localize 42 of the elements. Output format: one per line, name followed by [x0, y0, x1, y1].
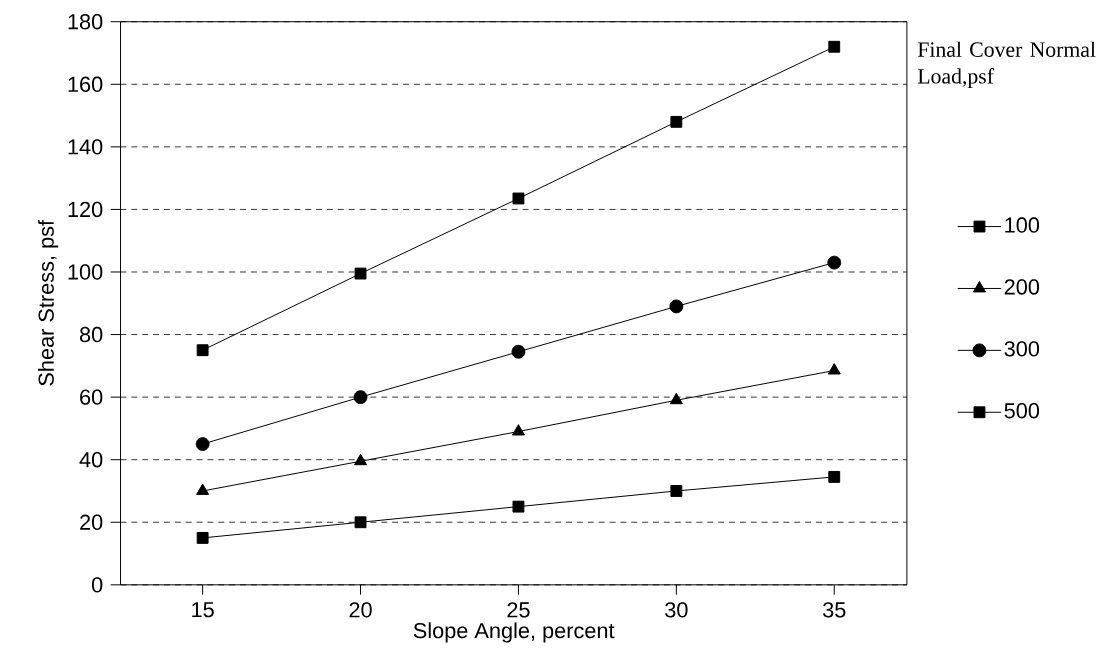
y-axis-title: Shear Stress, psf [37, 220, 59, 386]
point [512, 500, 525, 513]
y-tick-label: 160 [68, 76, 103, 93]
legend-label: 500 [1004, 403, 1040, 419]
point [670, 485, 683, 497]
y-tick-label: 120 [68, 201, 103, 218]
point [827, 255, 842, 270]
point [827, 363, 841, 375]
point [196, 532, 209, 544]
point [196, 483, 210, 496]
y-tick-label: 180 [68, 14, 103, 30]
y-tick-label: 60 [80, 389, 103, 405]
y-tick-label: 20 [80, 514, 103, 531]
point [669, 299, 684, 314]
x-tick-label: 20 [349, 602, 372, 618]
point [195, 437, 210, 452]
point [512, 192, 525, 205]
legend-label: 200 [1004, 279, 1040, 295]
point [670, 115, 683, 128]
point [354, 453, 368, 466]
x-axis-title: Slope Angle, percent [413, 622, 615, 643]
point [669, 392, 683, 405]
legend-label: 100 [1005, 217, 1040, 233]
y-tick-label: 40 [79, 452, 103, 468]
point [354, 516, 367, 529]
x-tick-label: 30 [665, 602, 688, 618]
point [511, 344, 526, 359]
y-tick-label: 140 [68, 139, 103, 155]
point [196, 344, 209, 357]
x-tick-label: 35 [822, 602, 846, 618]
legend-title: Final Cover Normal Load,psf [917, 41, 1096, 89]
y-tick-label: 0 [91, 577, 103, 593]
x-tick-label: 15 [192, 602, 214, 618]
x-tick-label: 25 [507, 602, 530, 618]
point [354, 267, 367, 280]
point [828, 40, 841, 53]
point [511, 424, 525, 436]
point [828, 471, 841, 483]
y-tick-label: 80 [79, 326, 103, 343]
point [353, 390, 368, 405]
y-tick-label: 100 [68, 264, 103, 280]
legend-label: 300 [1004, 341, 1040, 357]
